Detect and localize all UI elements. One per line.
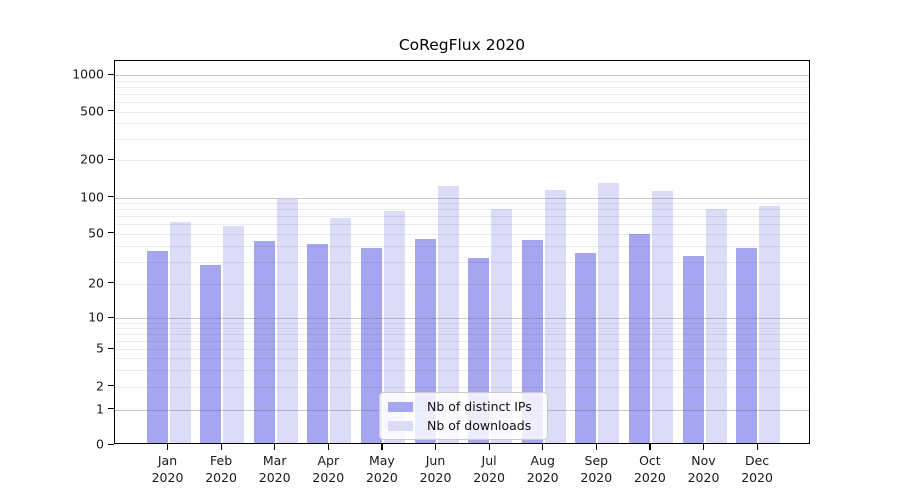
x-tick-label-year: 2020: [741, 470, 773, 485]
x-tick-label: Dec 2020: [741, 453, 773, 485]
legend-swatch-downloads: [388, 420, 413, 431]
bar-downloads-jun: [437, 186, 459, 443]
bar-distinct-ips-jun: [414, 238, 436, 443]
x-tick-label-year: 2020: [687, 470, 720, 485]
gridline: [115, 80, 809, 82]
x-tick-label: Apr 2020: [312, 453, 345, 485]
x-tick-mark: [274, 444, 276, 450]
x-tick-label: Oct 2020: [633, 453, 666, 485]
y-tick-label: 2: [96, 378, 104, 394]
bar-distinct-ips-may: [360, 248, 382, 443]
gridline: [115, 86, 809, 88]
x-tick-label: Mar 2020: [258, 453, 291, 485]
y-tick-label: 10: [88, 309, 104, 325]
bar-downloads-oct: [651, 191, 673, 443]
legend: Nb of distinct IPs Nb of downloads: [379, 392, 548, 440]
legend-swatch-distinct-ips: [388, 401, 413, 412]
x-tick-label: Jun 2020: [419, 453, 452, 485]
x-tick-label: Sep 2020: [580, 453, 613, 485]
y-tick-label: 100: [80, 189, 104, 205]
bar-downloads-mar: [276, 199, 298, 443]
x-tick-mark: [756, 444, 758, 450]
gridline: [115, 75, 809, 76]
gridline: [115, 123, 809, 125]
bar-distinct-ips-oct: [628, 233, 650, 443]
bar-distinct-ips-sep: [575, 252, 597, 443]
x-tick-label: Feb 2020: [205, 453, 237, 485]
gridline: [115, 160, 809, 161]
x-tick-mark: [167, 444, 169, 450]
x-tick-mark: [542, 444, 544, 450]
y-tick-label: 200: [80, 151, 104, 167]
y-tick-label: 50: [88, 225, 104, 241]
chart-title: CoRegFlux 2020: [398, 36, 526, 54]
x-tick-mark: [649, 444, 651, 450]
x-tick-mark: [703, 444, 705, 450]
x-tick-label: Aug 2020: [526, 453, 559, 485]
bar-downloads-sep: [598, 183, 620, 443]
x-tick-label-year: 2020: [419, 470, 452, 485]
x-tick-label-year: 2020: [258, 470, 291, 485]
gridline: [115, 203, 809, 205]
x-tick-label-year: 2020: [633, 470, 666, 485]
x-tick-mark: [595, 444, 598, 450]
y-tick-label: 500: [80, 103, 104, 119]
x-tick-mark: [327, 444, 330, 450]
y-tick-label: 20: [88, 275, 104, 291]
bar-downloads-aug: [544, 190, 566, 443]
x-tick-mark: [435, 444, 437, 450]
gridline: [115, 197, 809, 199]
bar-distinct-ips-nov: [682, 256, 704, 443]
legend-label: Nb of downloads: [427, 418, 532, 433]
bar-distinct-ips-mar: [253, 241, 275, 443]
x-tick-label: Nov 2020: [687, 453, 720, 485]
bar-downloads-jan: [169, 222, 191, 443]
legend-label: Nb of distinct IPs: [427, 399, 532, 414]
bar-downloads-dec: [759, 206, 781, 443]
x-tick-label: Jan 2020: [151, 453, 184, 485]
plot-area: Nb of distinct IPs Nb of downloads: [114, 60, 810, 444]
bar-distinct-ips-jan: [146, 251, 168, 443]
x-tick-label-year: 2020: [151, 470, 184, 485]
x-tick-label-year: 2020: [365, 470, 398, 485]
x-tick-label-year: 2020: [205, 470, 237, 485]
x-tick-label-year: 2020: [580, 470, 613, 485]
bar-downloads-jul: [491, 209, 513, 443]
y-tick-label: 0: [96, 436, 104, 452]
y-tick-label: 1: [96, 401, 104, 417]
y-tick-label: 1000: [72, 66, 104, 82]
x-tick-mark: [220, 444, 222, 450]
legend-item-downloads: Nb of downloads: [388, 418, 539, 433]
bar-downloads-feb: [223, 225, 245, 443]
gridline: [115, 102, 809, 104]
bar-distinct-ips-dec: [736, 248, 758, 443]
bar-downloads-apr: [330, 218, 352, 443]
bar-downloads-may: [383, 211, 405, 443]
x-tick-label-year: 2020: [312, 470, 345, 485]
x-tick-label: May 2020: [365, 453, 398, 485]
x-tick-label-year: 2020: [526, 470, 559, 485]
bar-distinct-ips-apr: [307, 243, 329, 443]
gridline: [115, 111, 809, 113]
legend-item-distinct-ips: Nb of distinct IPs: [388, 399, 539, 414]
bar-downloads-nov: [705, 209, 727, 443]
y-tick-label: 5: [96, 340, 104, 356]
x-tick-label-year: 2020: [473, 470, 505, 485]
x-tick-label: Jul 2020: [473, 453, 505, 485]
x-tick-mark: [488, 444, 490, 450]
gridline: [115, 138, 809, 140]
x-tick-mark: [381, 444, 383, 450]
bar-distinct-ips-feb: [200, 265, 222, 443]
gridline: [115, 93, 809, 95]
